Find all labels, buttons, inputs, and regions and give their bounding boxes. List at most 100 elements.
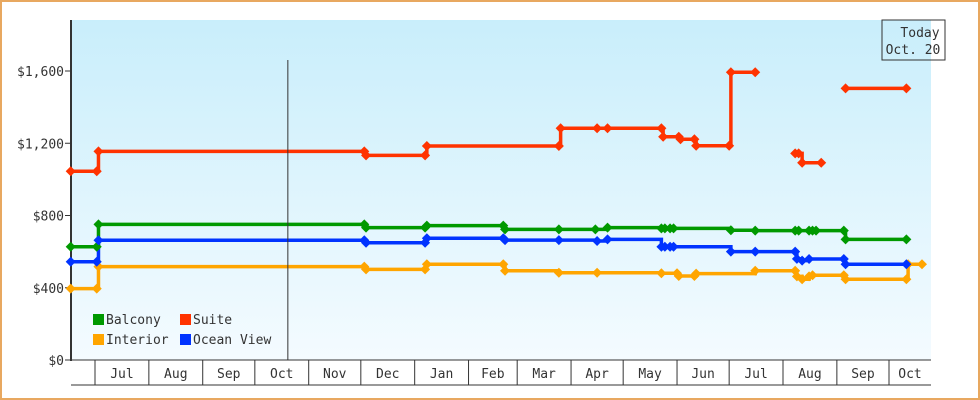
data-point[interactable] <box>790 246 801 257</box>
data-point[interactable] <box>659 223 670 234</box>
data-point[interactable] <box>840 83 851 94</box>
x-tick-label: Aug <box>798 367 821 382</box>
data-point[interactable] <box>691 268 702 279</box>
data-point[interactable] <box>656 123 667 134</box>
x-tick-label: Jul <box>110 367 133 382</box>
data-point[interactable] <box>725 246 736 257</box>
series-line-interior <box>70 262 923 291</box>
legend-swatch <box>180 334 191 345</box>
data-point[interactable] <box>901 234 912 245</box>
x-tick-label: Dec <box>376 367 399 382</box>
data-point[interactable] <box>553 140 564 151</box>
data-point[interactable] <box>691 140 702 151</box>
y-tick-label: $1,200 <box>17 137 64 152</box>
data-point[interactable] <box>840 234 851 245</box>
data-point[interactable] <box>901 274 912 285</box>
data-point[interactable] <box>93 219 104 230</box>
today-box <box>881 19 946 61</box>
x-tick-label: Aug <box>164 367 187 382</box>
data-point[interactable] <box>592 123 603 134</box>
data-point[interactable] <box>93 235 104 246</box>
data-point[interactable] <box>656 268 667 279</box>
x-axis: Jul Aug Sep Oct Nov Dec Jan Feb Mar Apr May Jun Jul A… <box>71 359 931 386</box>
data-point[interactable] <box>421 259 432 270</box>
data-point[interactable] <box>500 224 511 235</box>
data-point[interactable] <box>420 150 431 161</box>
legend-label: Balcony <box>106 313 161 328</box>
data-point[interactable] <box>65 166 76 177</box>
x-tick-label: Jul <box>744 367 767 382</box>
data-point[interactable] <box>421 140 432 151</box>
data-point[interactable] <box>91 256 102 267</box>
data-point[interactable] <box>750 246 761 257</box>
data-point[interactable] <box>421 220 432 231</box>
legend-label: Suite <box>193 313 232 328</box>
y-tick-label: $400 <box>33 282 64 297</box>
data-point[interactable] <box>500 235 511 246</box>
legend-label: Interior <box>106 333 169 348</box>
data-point[interactable] <box>602 234 613 245</box>
data-point[interactable] <box>500 265 511 276</box>
data-point[interactable] <box>804 254 815 265</box>
legend-swatch <box>180 314 191 325</box>
data-point[interactable] <box>901 83 912 94</box>
data-point[interactable] <box>917 259 928 270</box>
data-point[interactable] <box>65 283 76 294</box>
data-point[interactable] <box>807 270 818 281</box>
x-tick-label: Sep <box>217 367 241 382</box>
data-point[interactable] <box>65 256 76 267</box>
data-point[interactable] <box>592 267 603 278</box>
data-point[interactable] <box>361 264 372 275</box>
data-point[interactable] <box>838 225 849 236</box>
data-point[interactable] <box>750 67 761 78</box>
data-point[interactable] <box>797 157 808 168</box>
y-tick-label: $800 <box>33 210 64 225</box>
data-point[interactable] <box>840 259 851 270</box>
data-point[interactable] <box>675 134 686 145</box>
data-point[interactable] <box>901 259 912 270</box>
x-tick-label: Apr <box>585 367 609 382</box>
data-point[interactable] <box>750 265 761 276</box>
data-point[interactable] <box>725 67 736 78</box>
y-tick-label: $1,600 <box>17 65 64 80</box>
data-point[interactable] <box>793 148 804 159</box>
data-point[interactable] <box>793 225 804 236</box>
data-point[interactable] <box>361 222 372 233</box>
today-marker: Today Oct. 20 <box>287 19 946 360</box>
data-point[interactable] <box>602 222 613 233</box>
data-point[interactable] <box>673 271 684 282</box>
x-tick-label: Sep <box>851 367 875 382</box>
data-point[interactable] <box>590 224 601 235</box>
data-point[interactable] <box>421 233 432 244</box>
x-tick-label: Oct <box>270 367 293 382</box>
data-point[interactable] <box>602 123 613 134</box>
data-point[interactable] <box>592 235 603 246</box>
data-point[interactable] <box>553 267 564 278</box>
data-point[interactable] <box>750 225 761 236</box>
data-point[interactable] <box>724 140 735 151</box>
data-point[interactable] <box>658 131 669 142</box>
x-tick-label: May <box>638 367 662 382</box>
data-point[interactable] <box>840 274 851 285</box>
data-point[interactable] <box>91 283 102 294</box>
data-point[interactable] <box>361 237 372 248</box>
data-point[interactable] <box>811 225 822 236</box>
data-point[interactable] <box>668 223 679 234</box>
data-point[interactable] <box>668 241 679 252</box>
data-point[interactable] <box>553 235 564 246</box>
data-point[interactable] <box>797 255 808 266</box>
data-point[interactable] <box>725 225 736 236</box>
data-point[interactable] <box>553 224 564 235</box>
data-point[interactable] <box>65 241 76 252</box>
data-point[interactable] <box>361 150 372 161</box>
data-point[interactable] <box>555 123 566 134</box>
data-point[interactable] <box>659 241 670 252</box>
data-point[interactable] <box>816 157 827 168</box>
data-point[interactable] <box>91 166 102 177</box>
data-point[interactable] <box>93 146 104 157</box>
x-tick-label: Oct <box>898 367 921 382</box>
today-label: Today <box>900 26 939 41</box>
y-tick-label: $0 <box>48 354 64 369</box>
legend-swatch <box>93 314 104 325</box>
